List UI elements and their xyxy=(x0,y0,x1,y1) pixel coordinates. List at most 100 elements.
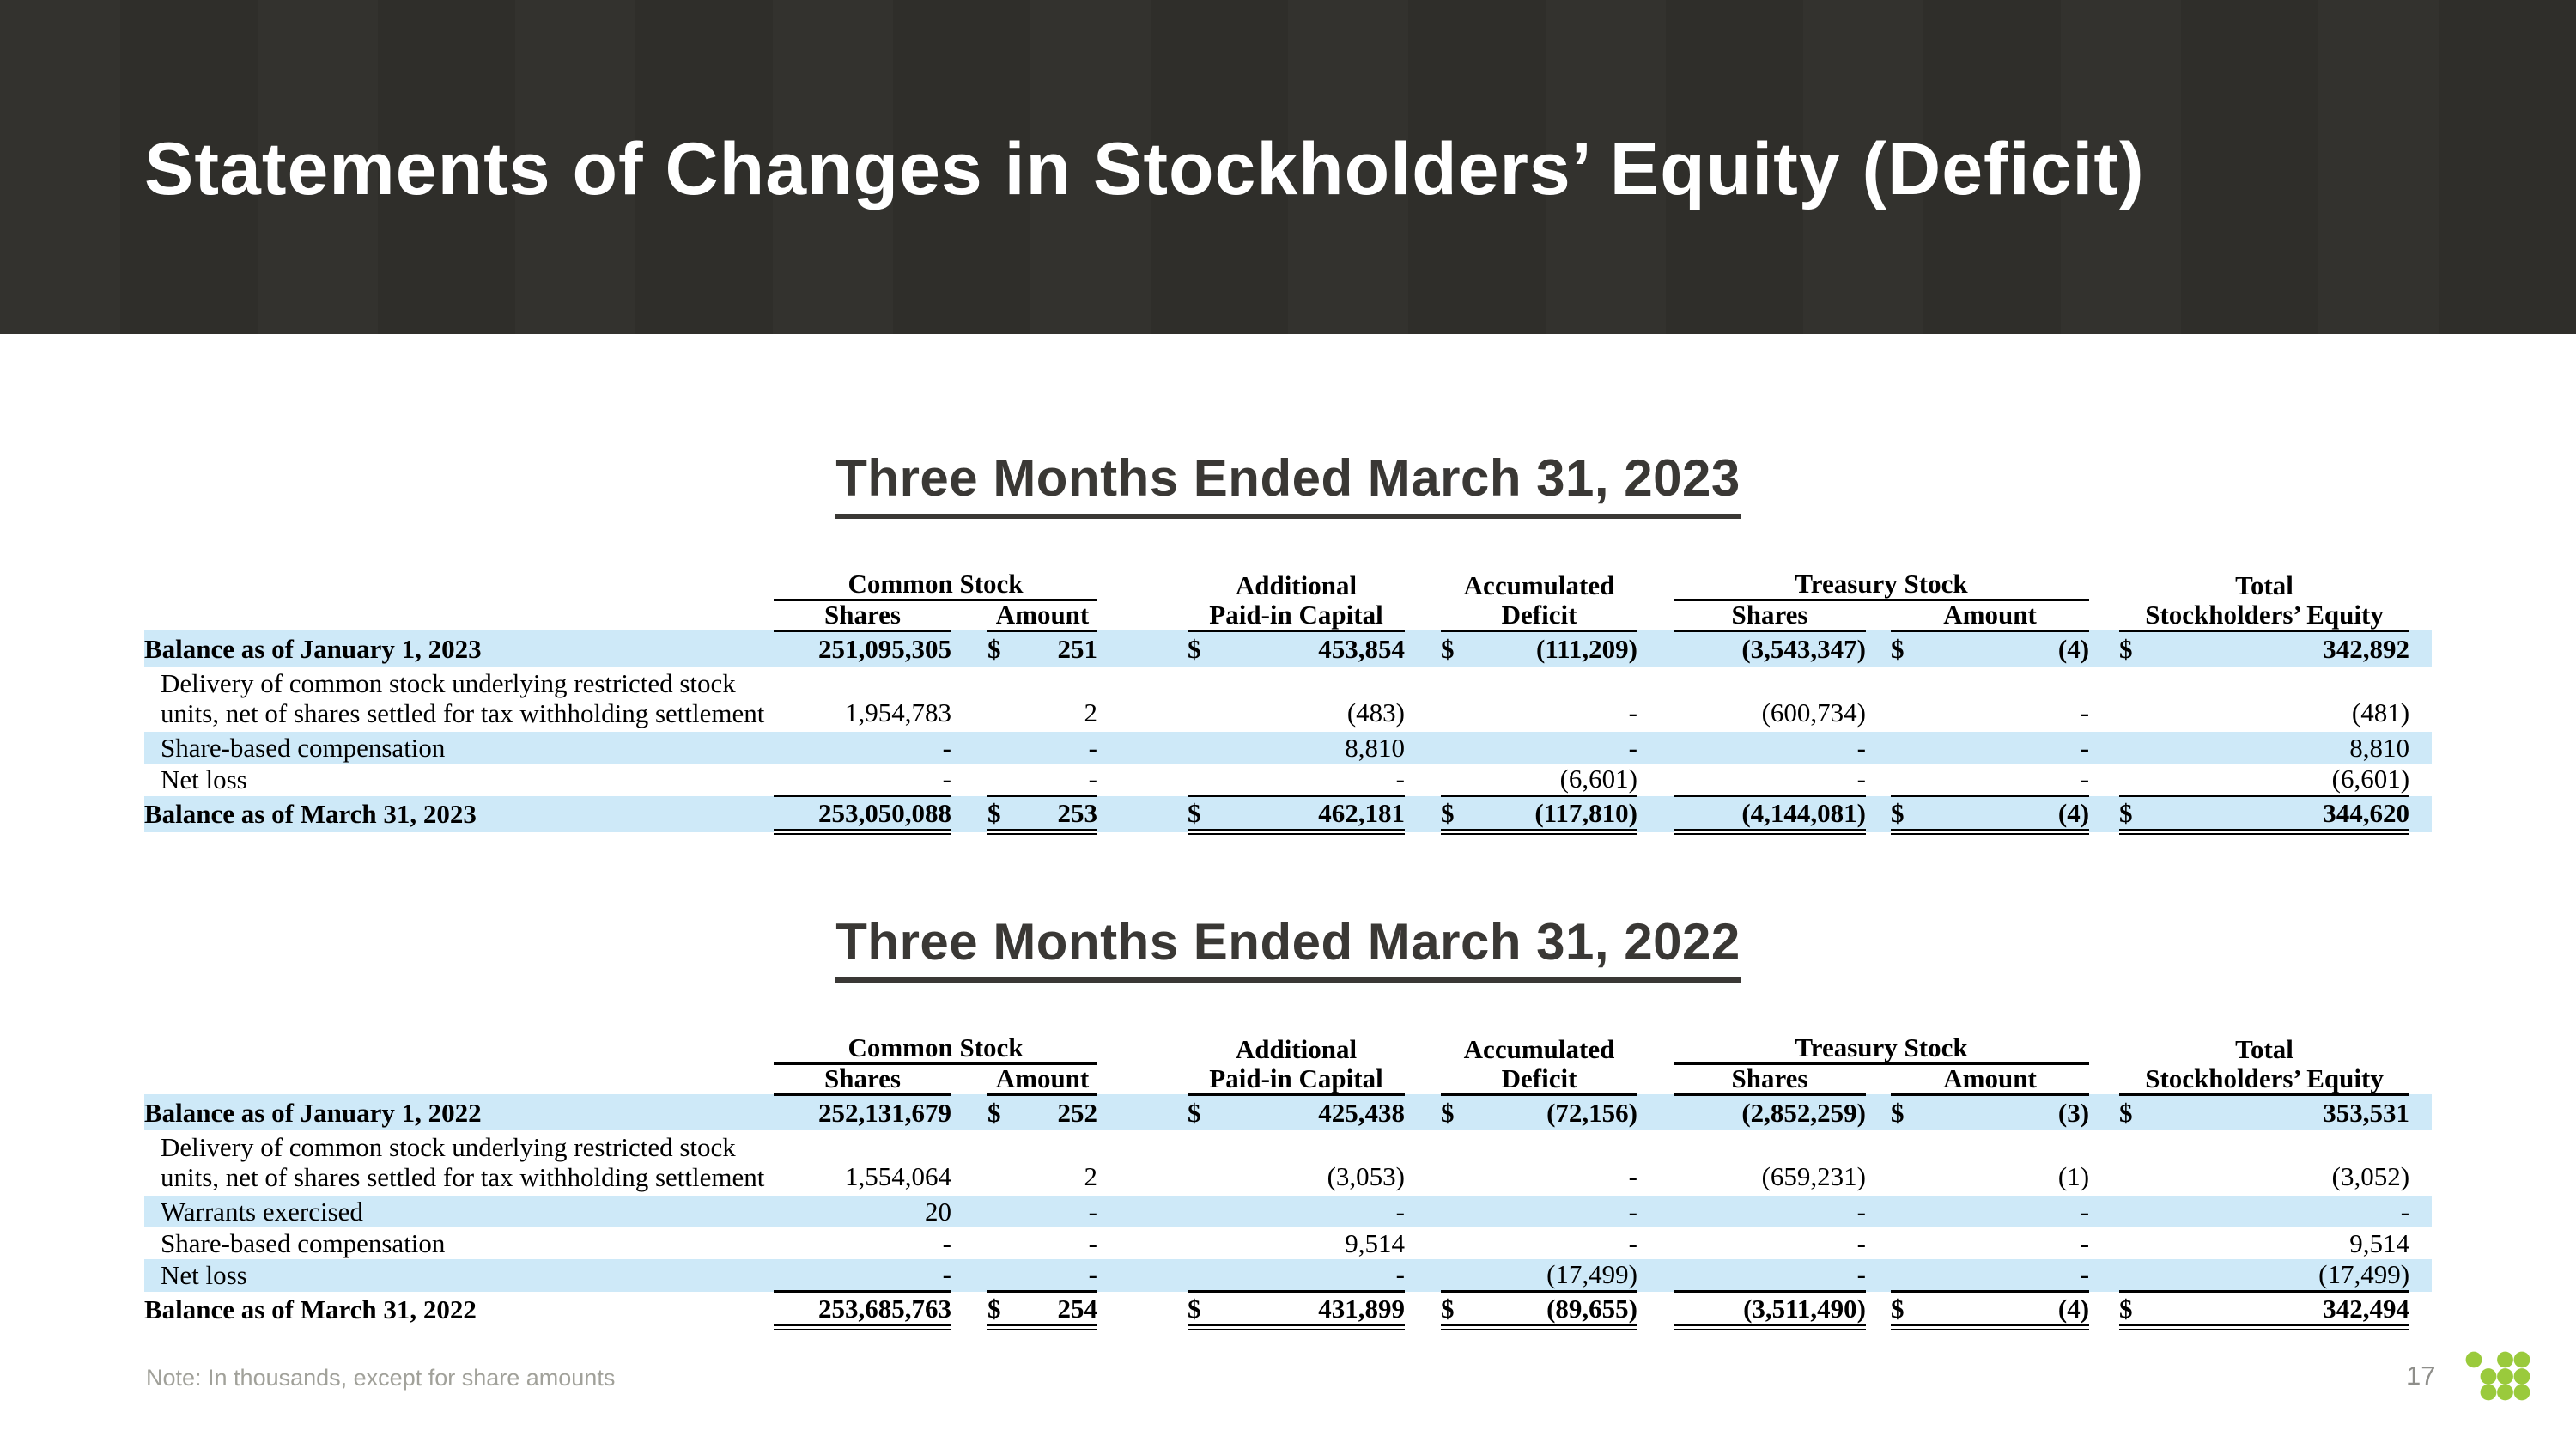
table-row: Balance as of March 31, 2022 253,685,763 $… xyxy=(144,1290,2432,1331)
spacer xyxy=(1637,732,1674,764)
value-cell: - xyxy=(1674,732,1866,764)
amount: (3) xyxy=(2057,1097,2090,1128)
spacer xyxy=(951,795,987,832)
row-label: Share-based compensation xyxy=(144,732,774,764)
column-header-stockholders-equity: Stockholders’ Equity xyxy=(2119,1063,2410,1096)
spacer xyxy=(1097,570,1188,600)
dollar-sign: $ xyxy=(987,1293,1001,1324)
spacer xyxy=(2409,1259,2433,1292)
amount: 353,531 xyxy=(2323,1097,2410,1128)
value-cell: - xyxy=(2119,1196,2410,1228)
column-group-treasury-stock: Treasury Stock xyxy=(1674,570,2090,601)
value-cell: 253,685,763 xyxy=(774,1290,951,1331)
dollar-sign: $ xyxy=(1188,633,1201,664)
table-row: Share-based compensation - -8,810- - -8,810 xyxy=(144,732,2433,764)
amount: 342,892 xyxy=(2323,633,2410,664)
spacer xyxy=(1637,1034,1674,1063)
dollar-sign: $ xyxy=(1188,797,1201,828)
table-row: Delivery of common stock underlying rest… xyxy=(144,1130,2432,1196)
amount: 252 xyxy=(1057,1097,1098,1128)
value-cell: (3,543,347) xyxy=(1674,630,1866,667)
value-cell: - xyxy=(1188,1196,1405,1228)
value-cell: (2,852,259) xyxy=(1674,1094,1866,1131)
value-cell: $ (72,156) xyxy=(1441,1094,1637,1131)
column-header-amount: Amount xyxy=(1891,600,2090,632)
spacer xyxy=(1866,667,1891,732)
value-cell: - xyxy=(1856,764,1866,795)
dollar-sign: $ xyxy=(1188,1097,1201,1128)
value-cell: (4,144,081) xyxy=(1674,795,1866,836)
spacer xyxy=(1637,1259,1674,1292)
amount: 425,438 xyxy=(1318,1097,1405,1128)
footnote: Note: In thousands, except for share amo… xyxy=(146,1365,616,1391)
column-group-common-stock: Common Stock xyxy=(774,1034,1097,1065)
value-cell: - xyxy=(2080,764,2090,795)
spacer xyxy=(1866,1196,1891,1228)
spacer xyxy=(1097,732,1188,764)
value-cell: - xyxy=(987,1259,1097,1292)
spacer xyxy=(2089,1259,2120,1292)
spacer xyxy=(2409,630,2433,667)
value-cell: - xyxy=(1891,1259,2090,1292)
spacer xyxy=(1866,1259,1891,1292)
column-group-row: Common Stock Additional Accumulated Treasur… xyxy=(144,570,2432,601)
table-row: Share-based compensation - - 9,514 - - - 9,514 xyxy=(144,1227,2432,1259)
spacer xyxy=(1405,1196,1441,1228)
value-cell: (1) xyxy=(2057,1161,2090,1192)
value-cell: - xyxy=(2080,1227,2090,1258)
value-cell: 1,554,064 xyxy=(845,1161,951,1192)
dollar-sign: $ xyxy=(2119,633,2133,664)
value-cell: - xyxy=(1395,764,1405,795)
row-label: Balance as of January 1, 2023 xyxy=(144,630,774,667)
column-header-deficit: Deficit xyxy=(1441,1063,1637,1096)
row-label: Delivery of common stock underlying rest… xyxy=(161,1132,765,1193)
value-cell: (483) xyxy=(1346,697,1405,728)
section-heading-2023-text: Three Months Ended March 31, 2023 xyxy=(835,448,1741,519)
page-number: 17 xyxy=(2406,1361,2436,1391)
dollar-sign: $ xyxy=(1891,797,1905,828)
equity-table-q1-2023: Common Stock Additional Accumulated Treasur… xyxy=(144,570,2433,836)
amount: 344,620 xyxy=(2323,797,2410,828)
column-group-accumulated: Accumulated xyxy=(1463,570,1615,600)
spacer xyxy=(2089,732,2120,764)
value-cell: $ (3) xyxy=(1891,1094,2090,1131)
spacer xyxy=(1637,1130,1674,1196)
dollar-sign: $ xyxy=(2119,1293,2133,1324)
value-cell: - xyxy=(1441,1196,1637,1228)
value-cell: $251 xyxy=(987,630,1097,667)
dollar-sign: $ xyxy=(987,633,1001,664)
spacer xyxy=(2089,667,2119,732)
column-header-row: Shares Amount Paid-in Capital Deficit Shares… xyxy=(144,600,2432,632)
spacer xyxy=(2409,1292,2432,1328)
spacer xyxy=(1097,795,1188,832)
spacer xyxy=(951,1094,987,1131)
dollar-sign: $ xyxy=(1188,1293,1201,1324)
value-cell: - xyxy=(774,1259,951,1292)
column-header-row: Shares Amount Paid-in Capital Deficit Shares… xyxy=(144,1063,2432,1096)
column-header-shares: Shares xyxy=(774,600,951,632)
row-label: Balance as of March 31, 2023 xyxy=(144,795,774,832)
spacer xyxy=(1097,1063,1188,1094)
value-cell: 2 xyxy=(1084,1161,1098,1192)
table-row: Delivery of common stock underlying rest… xyxy=(144,667,2432,732)
value-cell: (600,734) xyxy=(1761,697,1866,728)
dollar-sign: $ xyxy=(1441,633,1455,664)
value-cell: - xyxy=(1441,732,1637,764)
spacer xyxy=(144,600,774,630)
spacer xyxy=(1866,1130,1891,1196)
spacer xyxy=(2089,795,2120,832)
value-cell: 253,050,088 xyxy=(774,795,951,836)
spacer xyxy=(1637,1196,1674,1228)
spacer xyxy=(1097,1130,1188,1196)
spacer xyxy=(1097,630,1188,667)
green-dots-grid-logo xyxy=(2465,1351,2530,1401)
spacer xyxy=(2089,1196,2120,1228)
spacer xyxy=(2409,600,2432,630)
section-heading-2022: Three Months Ended March 31, 2022 xyxy=(0,912,2576,983)
spacer xyxy=(1866,1227,1891,1259)
spacer xyxy=(1866,600,1891,630)
spacer xyxy=(1637,630,1674,667)
spacer xyxy=(2409,1063,2432,1094)
dollar-sign: $ xyxy=(987,1097,1001,1128)
column-header-shares: Shares xyxy=(774,1063,951,1096)
